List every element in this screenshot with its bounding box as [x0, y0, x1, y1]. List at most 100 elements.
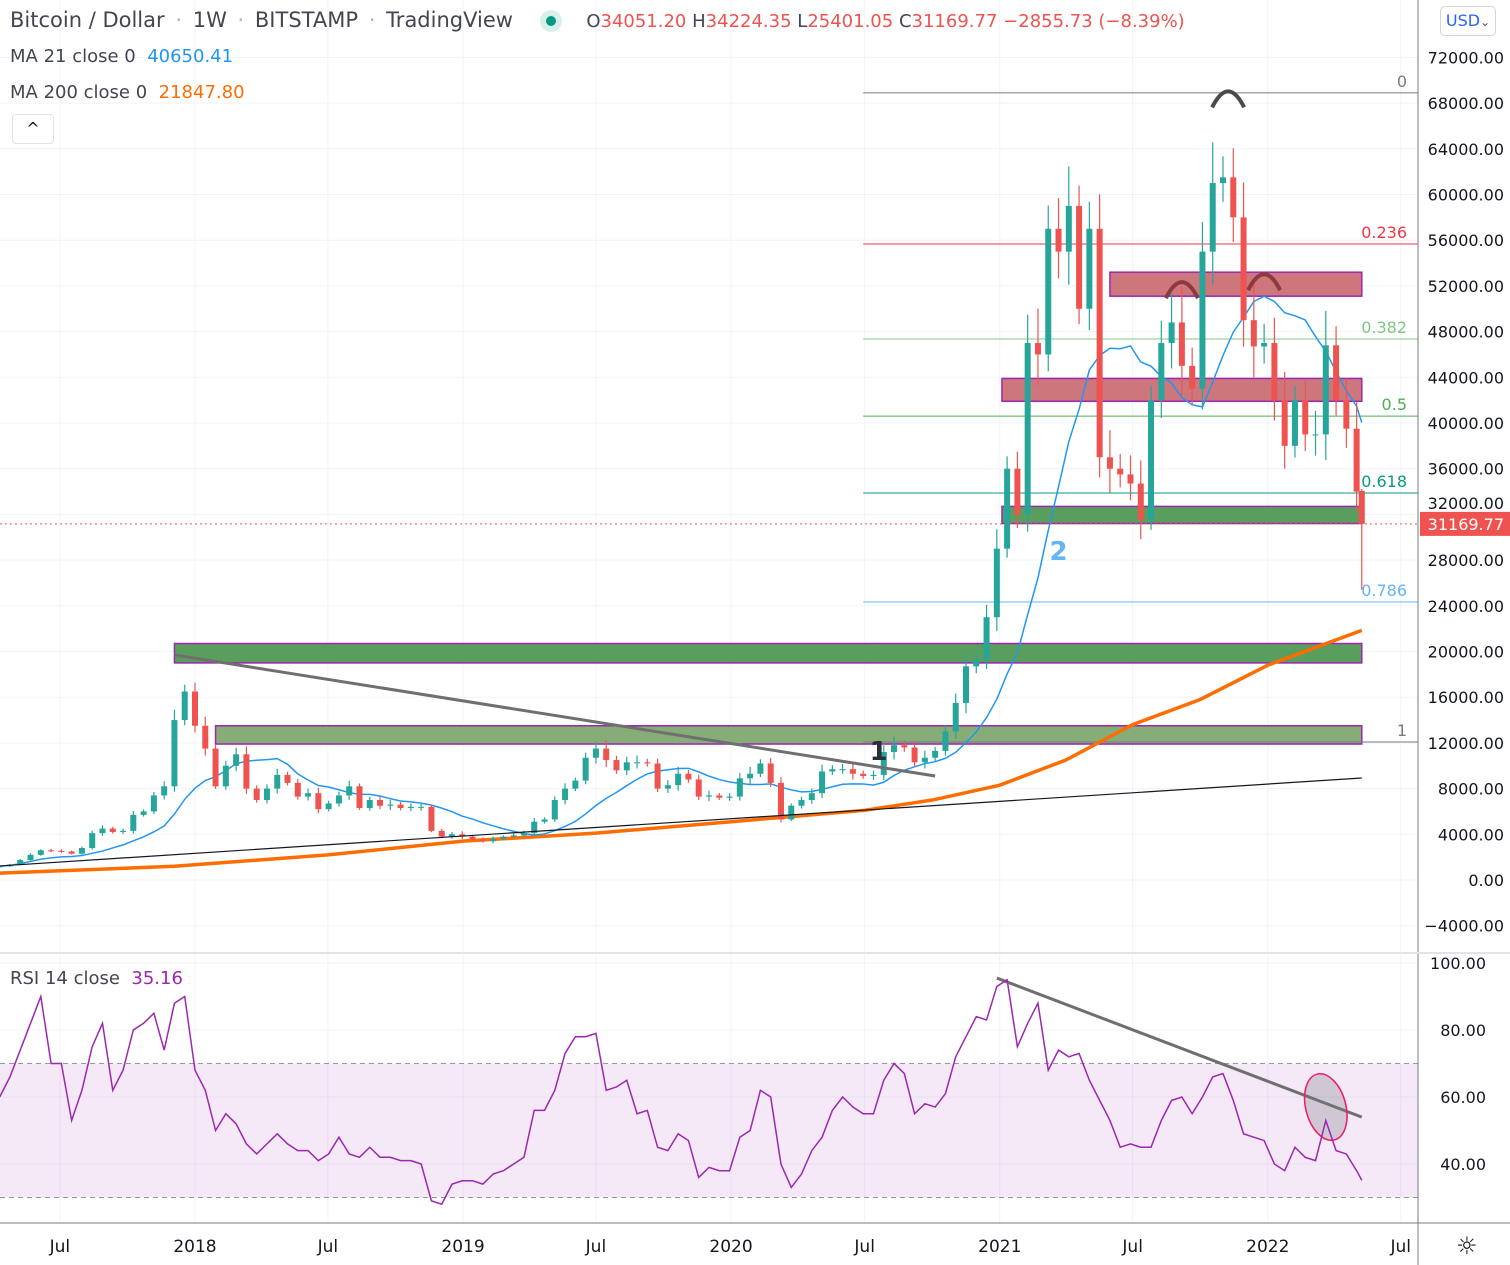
price-tick-label: 72000.00	[1428, 48, 1504, 67]
chevron-up-icon: ^	[26, 119, 40, 138]
rsi-highlight-ellipse	[1303, 1073, 1348, 1142]
candle-down	[212, 748, 219, 787]
candle-up	[551, 800, 558, 820]
grid	[0, 0, 1418, 1223]
candle-up	[664, 785, 671, 789]
candle-up	[726, 796, 733, 798]
price-trendline	[0, 777, 1362, 867]
ma21-legend[interactable]: MA 21 close 0 40650.41	[10, 46, 234, 67]
candle-down	[202, 725, 209, 749]
candle-up	[736, 778, 743, 797]
candle-up	[1065, 205, 1072, 252]
candle-up	[623, 762, 630, 771]
chevron-down-icon: ⌄	[1480, 15, 1491, 29]
candle-down	[1353, 428, 1360, 492]
candle-down	[1343, 400, 1350, 429]
candle-up	[37, 850, 44, 855]
candle-down	[1034, 343, 1041, 355]
candle-up	[325, 803, 332, 810]
chart-header: Bitcoin / Dollar · 1W · BITSTAMP · Tradi…	[10, 8, 1185, 32]
candle-up	[222, 765, 229, 787]
candle-down	[911, 747, 918, 763]
trendlines: 12	[0, 89, 1418, 1142]
change: −2855.73 (−8.39%)	[1003, 11, 1185, 32]
candle-up	[263, 788, 270, 801]
price-tick-label: 8000.00	[1438, 780, 1504, 799]
candle-down	[68, 851, 75, 854]
candle-up	[161, 786, 168, 796]
rsi-legend[interactable]: RSI 14 close 35.16	[10, 968, 183, 989]
candle-up	[387, 804, 394, 806]
candle-up	[99, 828, 106, 834]
rsi-trendline	[996, 976, 1363, 1119]
price-tick-label: 48000.00	[1428, 323, 1504, 342]
candle-up	[572, 780, 579, 789]
candle-up	[1261, 343, 1268, 347]
candle-up	[17, 860, 24, 865]
annotation-label: 1	[870, 737, 888, 767]
candle-up	[808, 793, 815, 801]
candle-down	[1281, 400, 1288, 446]
market-status-icon	[539, 10, 562, 32]
candle-down	[253, 788, 260, 801]
candle-down	[397, 804, 404, 809]
currency-dropdown[interactable]: USD⌄	[1440, 6, 1496, 36]
symbol-title[interactable]: Bitcoin / Dollar	[10, 8, 165, 32]
candle-down	[356, 786, 363, 809]
candle-up	[891, 745, 898, 753]
fib-level-label: 0	[1397, 72, 1407, 91]
rsi-band-fill	[0, 1063, 1418, 1198]
price-tick-label: 16000.00	[1428, 688, 1504, 707]
fib-level-label: 1	[1397, 721, 1407, 740]
rsi-tick-label: 80.00	[1440, 1021, 1486, 1040]
candle-up	[181, 691, 188, 721]
candle-up	[418, 806, 425, 808]
candle-up	[27, 854, 34, 861]
price-tick-label: 56000.00	[1428, 231, 1504, 250]
interval[interactable]: 1W	[192, 8, 227, 32]
price-tick-label: 20000.00	[1428, 643, 1504, 662]
time-tick-label: Jul	[317, 1237, 339, 1257]
time-tick-label: Jul	[853, 1237, 875, 1257]
candle-up	[78, 848, 85, 854]
candle-up	[541, 819, 548, 822]
candle-down	[1230, 177, 1237, 218]
time-tick-label: 2018	[173, 1237, 216, 1257]
price-tick-label: 36000.00	[1428, 460, 1504, 479]
candle-up	[274, 774, 281, 789]
candle-up	[510, 835, 517, 837]
candle-up	[130, 814, 137, 831]
candle-down	[469, 836, 476, 840]
candle-up	[562, 788, 569, 801]
price-tick-label: 12000.00	[1428, 734, 1504, 753]
candle-up	[592, 748, 599, 758]
candle-up	[1220, 177, 1226, 184]
rsi-band	[0, 1063, 1418, 1198]
candle-down	[777, 782, 784, 820]
top-arc	[1246, 272, 1282, 292]
candle-down	[654, 763, 661, 789]
candle-up	[788, 805, 795, 820]
gear-icon[interactable]: ☼	[1456, 1232, 1478, 1260]
exchange: BITSTAMP	[254, 8, 358, 32]
candles	[0, 142, 1365, 868]
candle-down	[438, 830, 445, 837]
price-tick-label: 4000.00	[1438, 825, 1504, 844]
price-tick-label: 24000.00	[1428, 597, 1504, 616]
candle-down	[603, 748, 610, 761]
candle-down	[860, 773, 867, 777]
candle-up	[120, 830, 127, 833]
candle-down	[1137, 483, 1144, 521]
candle-up	[839, 769, 846, 771]
ma200-legend[interactable]: MA 200 close 0 21847.80	[10, 82, 245, 103]
rsi-tick-label: 40.00	[1440, 1155, 1486, 1174]
candle-up	[520, 833, 527, 836]
candle-up	[634, 762, 641, 764]
candle-down	[685, 773, 692, 780]
candle-up	[531, 821, 538, 834]
resistance-zone	[1109, 271, 1363, 297]
collapse-legend-button[interactable]: ^	[12, 114, 54, 144]
candle-down	[1250, 320, 1257, 347]
support-zone	[1001, 505, 1363, 525]
